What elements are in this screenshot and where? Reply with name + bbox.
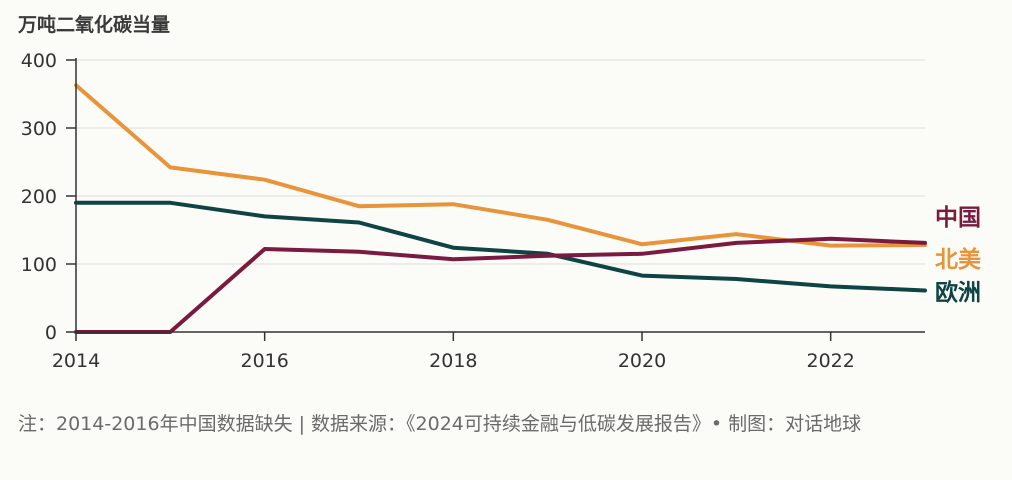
y-tick-label: 400	[21, 50, 57, 72]
series-label-北美: 北美	[935, 246, 981, 273]
series-line-北美	[74, 83, 927, 248]
y-tick-label: 100	[21, 254, 57, 276]
x-tick-label: 2014	[52, 350, 100, 372]
series-line-欧洲	[74, 200, 927, 293]
series-label-中国: 中国	[935, 205, 981, 231]
series-line-中国	[74, 236, 927, 334]
y-tick-label: 300	[21, 118, 57, 140]
series-lines	[74, 83, 927, 334]
x-tick-label: 2022	[806, 350, 854, 372]
x-tick-label: 2018	[429, 350, 477, 372]
x-tick-label: 2020	[618, 350, 666, 372]
source-note: 注：2014-2016年中国数据缺失 | 数据来源：《2024可持续金融与低碳发…	[18, 413, 862, 435]
series-label-欧洲: 欧洲	[935, 280, 981, 306]
y-tick-label: 0	[45, 322, 57, 344]
gridlines	[76, 59, 925, 265]
axes: 0 100 200 300 400 2014 2016 2018 2020 2022	[21, 50, 925, 372]
x-tick-label: 2016	[240, 350, 288, 372]
y-tick-label: 200	[21, 186, 57, 208]
y-axis-unit-title: 万吨二氧化碳当量	[18, 14, 171, 36]
